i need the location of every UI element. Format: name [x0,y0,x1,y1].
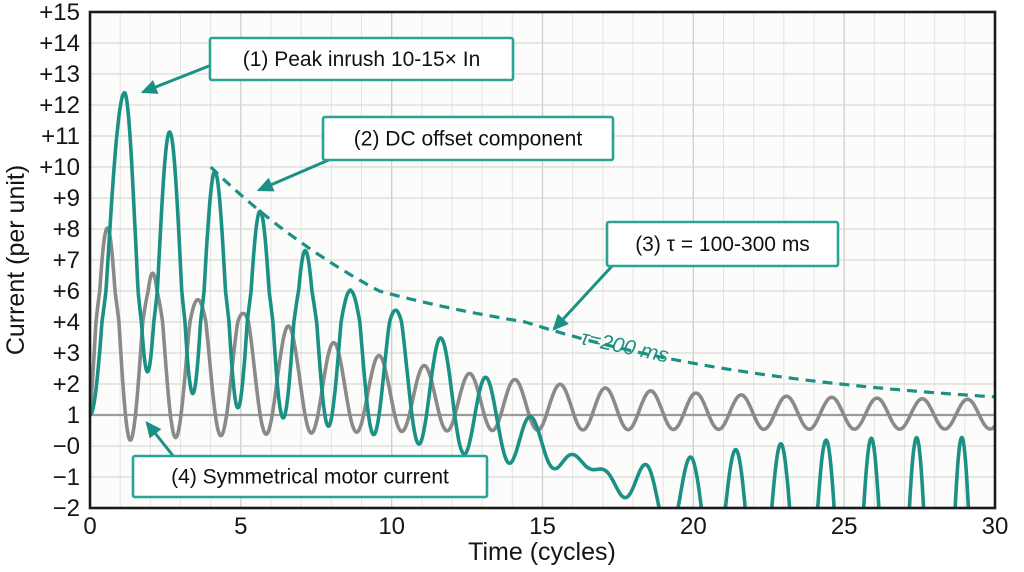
y-tick-label: +12 [39,92,80,119]
x-tick-label: 10 [378,513,405,540]
annotation-label-1: (1) Peak inrush 10-15× In [243,48,481,71]
y-tick-label: +11 [41,123,80,150]
annotation-2: (2) DC offset component [256,115,615,192]
annotation-4: (4) Symmetrical motor current [131,421,489,499]
y-tick-label: +4 [53,309,80,336]
annotation-3: (3) τ = 100-300 ms [552,220,840,331]
y-axis-tick-labels: +15 +14 +13 +12 +11 +10 +9 +8 +7 +6 +4 +3 +2 1 −0 −1 −2 [39,0,80,522]
y-tick-label: +7 [53,247,80,274]
annotation-box-4 [131,454,489,499]
y-tick-label: −0 [53,433,80,460]
x-tick-label: 25 [831,513,858,540]
annotation-label-4: (4) Symmetrical motor current [171,466,449,489]
y-axis-title: Current (per unit) [2,165,30,355]
annotation-box-2 [321,115,615,162]
y-tick-label: +9 [53,185,80,212]
y-tick-label: −1 [53,464,80,491]
x-axis-title: Time (cycles) [468,538,616,566]
x-tick-label: 5 [234,513,247,540]
y-tick-label: 1 [67,402,80,429]
annotation-1: (1) Peak inrush 10-15× In [140,36,515,94]
x-axis-tick-labels: 0 5 10 15 20 25 30 [83,513,1008,540]
annotation-arrow-4 [145,421,176,458]
annotation-arrow-3 [552,263,615,331]
x-tick-label: 0 [83,513,96,540]
y-tick-label: +15 [39,0,80,26]
y-tick-label: +10 [39,154,80,181]
y-tick-label: +2 [53,371,80,398]
x-tick-label: 15 [529,513,556,540]
plot-frame [88,10,997,510]
annotation-label-3: (3) τ = 100-300 ms [635,233,810,256]
dc-offset-envelope-curve [209,165,996,399]
y-tick-label: +6 [53,278,80,305]
annotation-box-3 [605,220,840,268]
x-tick-label: 30 [982,513,1009,540]
curves-group [90,90,995,508]
annotation-box-1 [208,36,515,82]
y-tick-label: +14 [39,30,80,57]
annotation-label-2: (2) DC offset component [354,128,583,151]
x-tick-label: 20 [680,513,707,540]
grid-lines [90,12,995,508]
y-tick-label: −2 [53,495,80,522]
y-tick-label: +8 [53,216,80,243]
y-tick-label: +13 [39,61,80,88]
inrush-current-curve [90,90,971,508]
y-tick-label: +3 [53,340,80,367]
annotation-arrow-1 [140,62,215,94]
motor-current-curve [90,226,995,442]
annotation-arrow-2 [256,157,332,192]
